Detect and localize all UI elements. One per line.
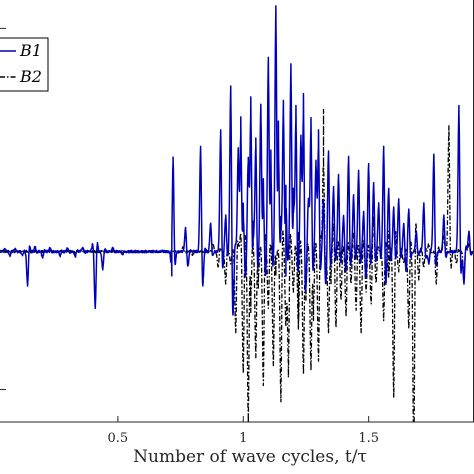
x-tick-label: 0.5 [108, 431, 129, 446]
series-line-b1 [0, 5, 474, 316]
series-line-b2 [0, 108, 474, 422]
legend[interactable]: B1 B2 [0, 37, 49, 92]
x-tick-label: 1.5 [358, 431, 379, 446]
legend-label-b2: B2 [19, 67, 42, 86]
x-ticks: 0.5 1 1.5 [108, 416, 379, 446]
plot-area [0, 5, 474, 422]
x-axis-label: Number of wave cycles, t/τ [133, 447, 367, 467]
x-tick-label: 1 [239, 431, 247, 446]
legend-label-b1: B1 [19, 41, 42, 60]
legend-box [0, 37, 49, 92]
